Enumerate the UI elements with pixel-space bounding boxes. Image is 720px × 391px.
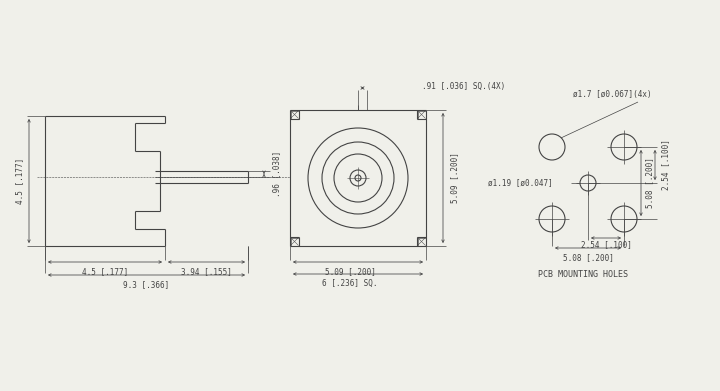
Text: 5.08 [.200]: 5.08 [.200] [645,158,654,208]
Text: ø1.19 [ø0.047]: ø1.19 [ø0.047] [488,179,553,188]
Text: 4.5 [.177]: 4.5 [.177] [82,267,128,276]
Text: 9.3 [.366]: 9.3 [.366] [123,280,170,289]
Bar [418,111,426,118]
Text: 5.09 [.200]: 5.09 [.200] [450,152,459,203]
Text: 3.94 [.155]: 3.94 [.155] [181,267,232,276]
Text: 4.5 [.177]: 4.5 [.177] [15,158,24,204]
Text: .96 [.038]: .96 [.038] [272,151,281,197]
Text: 5.08 [.200]: 5.08 [.200] [562,253,613,262]
Text: .91 [.036] SQ.(4X): .91 [.036] SQ.(4X) [422,81,505,90]
Bar [418,237,426,246]
Text: 6 [.236] SQ.: 6 [.236] SQ. [323,279,378,288]
Text: 2.54 [.100]: 2.54 [.100] [661,140,670,190]
Text: PCB MOUNTING HOLES: PCB MOUNTING HOLES [538,270,628,279]
Text: ø1.7 [ø0.067](4x): ø1.7 [ø0.067](4x) [573,90,652,99]
Text: 2.54 [.100]: 2.54 [.100] [580,240,631,249]
Bar [290,237,299,246]
Bar [290,111,299,118]
Text: 5.09 [.200]: 5.09 [.200] [325,267,375,276]
